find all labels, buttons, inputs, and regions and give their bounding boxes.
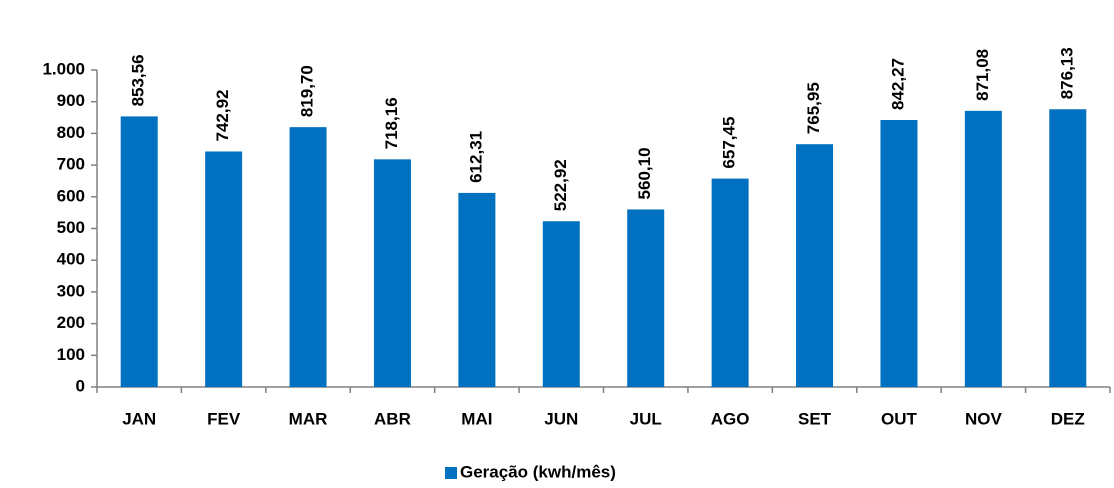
legend-label: Geração (kwh/mês) xyxy=(460,462,616,481)
y-tick-label: 600 xyxy=(57,186,85,205)
y-tick-label: 0 xyxy=(76,376,85,395)
bar xyxy=(1049,109,1087,388)
y-tick-label: 500 xyxy=(57,218,85,237)
data-label: 742,92 xyxy=(213,89,232,141)
bar xyxy=(458,192,496,387)
x-tick-label: MAI xyxy=(461,409,492,428)
y-tick-label: 700 xyxy=(57,155,85,174)
data-label: 612,31 xyxy=(466,131,485,183)
y-tick-label: 300 xyxy=(57,281,85,300)
data-label: 560,10 xyxy=(635,147,654,199)
data-label: 842,27 xyxy=(888,58,907,110)
bar xyxy=(289,127,327,388)
data-label: 657,45 xyxy=(720,117,739,169)
bar xyxy=(542,221,580,387)
x-tick-label: JUL xyxy=(630,409,662,428)
x-tick-label: JAN xyxy=(122,409,156,428)
data-label: 522,92 xyxy=(551,159,570,211)
data-label: 718,16 xyxy=(382,97,401,149)
x-tick-label: JUN xyxy=(544,409,578,428)
data-label: 819,70 xyxy=(298,65,317,117)
bar xyxy=(964,110,1002,387)
x-tick-label: MAR xyxy=(289,409,328,428)
x-tick-label: FEV xyxy=(207,409,241,428)
bar xyxy=(205,151,243,387)
y-tick-label: 1.000 xyxy=(42,59,85,78)
x-tick-label: AGO xyxy=(711,409,750,428)
data-label: 765,95 xyxy=(804,82,823,134)
bar xyxy=(627,209,665,387)
x-tick-label: SET xyxy=(798,409,832,428)
x-tick-label: ABR xyxy=(374,409,411,428)
bar xyxy=(880,120,918,387)
bar xyxy=(120,116,158,387)
x-tick-label: OUT xyxy=(881,409,918,428)
data-label: 871,08 xyxy=(973,49,992,101)
y-tick-label: 100 xyxy=(57,345,85,364)
y-tick-label: 800 xyxy=(57,123,85,142)
bar xyxy=(711,178,749,387)
legend-swatch xyxy=(445,467,457,479)
bar xyxy=(796,144,834,387)
data-label: 853,56 xyxy=(129,54,148,106)
bar xyxy=(373,159,411,387)
y-tick-label: 200 xyxy=(57,313,85,332)
y-tick-label: 400 xyxy=(57,250,85,269)
y-tick-label: 900 xyxy=(57,91,85,110)
data-label: 876,13 xyxy=(1057,47,1076,99)
x-tick-label: DEZ xyxy=(1051,409,1085,428)
x-tick-label: NOV xyxy=(965,409,1003,428)
